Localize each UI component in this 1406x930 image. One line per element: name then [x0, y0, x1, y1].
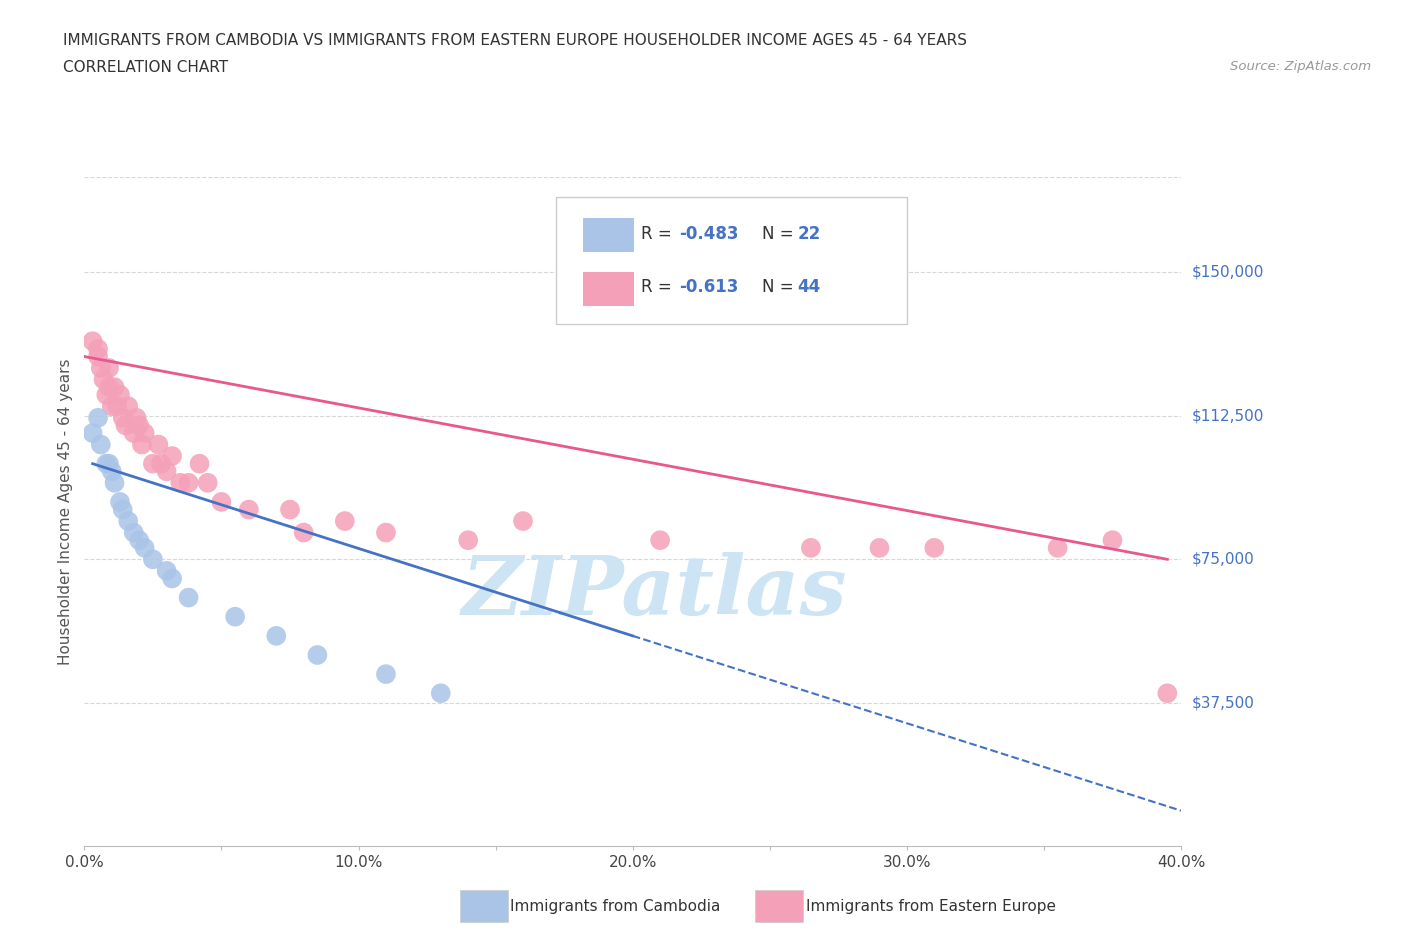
- Text: $75,000: $75,000: [1192, 551, 1256, 566]
- FancyBboxPatch shape: [583, 219, 634, 252]
- Point: [148, 437, 170, 452]
- Point: [108, 495, 131, 510]
- Point: [111, 502, 134, 517]
- Point: [238, 502, 260, 517]
- Point: [90, 437, 112, 452]
- Point: [1046, 540, 1069, 555]
- Point: [117, 399, 139, 414]
- Point: [307, 647, 329, 662]
- Point: [142, 551, 165, 566]
- Point: [105, 399, 128, 414]
- Point: [98, 379, 121, 394]
- Point: [134, 426, 156, 441]
- Point: [101, 464, 124, 479]
- Text: R =: R =: [641, 278, 678, 296]
- Point: [114, 418, 136, 432]
- Text: N =: N =: [762, 225, 799, 243]
- Point: [142, 457, 165, 472]
- Text: ZIPatlas: ZIPatlas: [463, 551, 848, 631]
- FancyBboxPatch shape: [555, 197, 907, 324]
- Point: [457, 533, 479, 548]
- Point: [87, 410, 110, 425]
- Point: [131, 437, 153, 452]
- Point: [1101, 533, 1123, 548]
- Point: [82, 334, 104, 349]
- Point: [93, 372, 115, 387]
- Point: [177, 475, 200, 490]
- Point: [156, 564, 179, 578]
- Text: $112,500: $112,500: [1192, 408, 1264, 423]
- Point: [292, 525, 315, 540]
- Point: [87, 341, 110, 356]
- Point: [103, 379, 125, 394]
- Point: [108, 388, 131, 403]
- Point: [128, 533, 150, 548]
- Text: R =: R =: [641, 225, 678, 243]
- Text: $37,500: $37,500: [1192, 696, 1256, 711]
- Point: [375, 525, 398, 540]
- Y-axis label: Householder Income Ages 45 - 64 years: Householder Income Ages 45 - 64 years: [58, 358, 73, 665]
- Text: 44: 44: [797, 278, 821, 296]
- Point: [103, 475, 125, 490]
- Text: Immigrants from Eastern Europe: Immigrants from Eastern Europe: [806, 899, 1056, 914]
- Point: [333, 513, 356, 528]
- Point: [122, 426, 145, 441]
- Point: [800, 540, 823, 555]
- Point: [90, 361, 112, 376]
- Point: [266, 629, 288, 644]
- Point: [111, 410, 134, 425]
- Point: [278, 502, 301, 517]
- Point: [128, 418, 150, 432]
- Text: -0.483: -0.483: [679, 225, 738, 243]
- FancyBboxPatch shape: [583, 272, 634, 306]
- Text: N =: N =: [762, 278, 799, 296]
- Point: [160, 448, 183, 463]
- Point: [1156, 685, 1178, 700]
- Point: [650, 533, 672, 548]
- Point: [924, 540, 946, 555]
- Point: [224, 609, 246, 624]
- Text: $150,000: $150,000: [1192, 265, 1264, 280]
- Point: [156, 464, 179, 479]
- Point: [512, 513, 534, 528]
- Text: Source: ZipAtlas.com: Source: ZipAtlas.com: [1230, 60, 1371, 73]
- Text: CORRELATION CHART: CORRELATION CHART: [63, 60, 228, 75]
- Point: [430, 685, 453, 700]
- Text: IMMIGRANTS FROM CAMBODIA VS IMMIGRANTS FROM EASTERN EUROPE HOUSEHOLDER INCOME AG: IMMIGRANTS FROM CAMBODIA VS IMMIGRANTS F…: [63, 33, 967, 47]
- Point: [87, 349, 110, 364]
- Point: [197, 475, 219, 490]
- Point: [96, 388, 118, 403]
- Text: 22: 22: [797, 225, 821, 243]
- Text: Immigrants from Cambodia: Immigrants from Cambodia: [510, 899, 721, 914]
- Point: [188, 457, 211, 472]
- Point: [169, 475, 191, 490]
- Point: [98, 457, 121, 472]
- Point: [122, 525, 145, 540]
- Point: [375, 667, 398, 682]
- Point: [117, 513, 139, 528]
- Point: [101, 399, 124, 414]
- Point: [869, 540, 891, 555]
- Point: [160, 571, 183, 586]
- Point: [150, 457, 173, 472]
- Point: [211, 495, 233, 510]
- Point: [96, 457, 118, 472]
- Point: [134, 540, 156, 555]
- Point: [177, 591, 200, 605]
- Point: [125, 410, 148, 425]
- Point: [98, 361, 121, 376]
- Text: -0.613: -0.613: [679, 278, 738, 296]
- Point: [82, 426, 104, 441]
